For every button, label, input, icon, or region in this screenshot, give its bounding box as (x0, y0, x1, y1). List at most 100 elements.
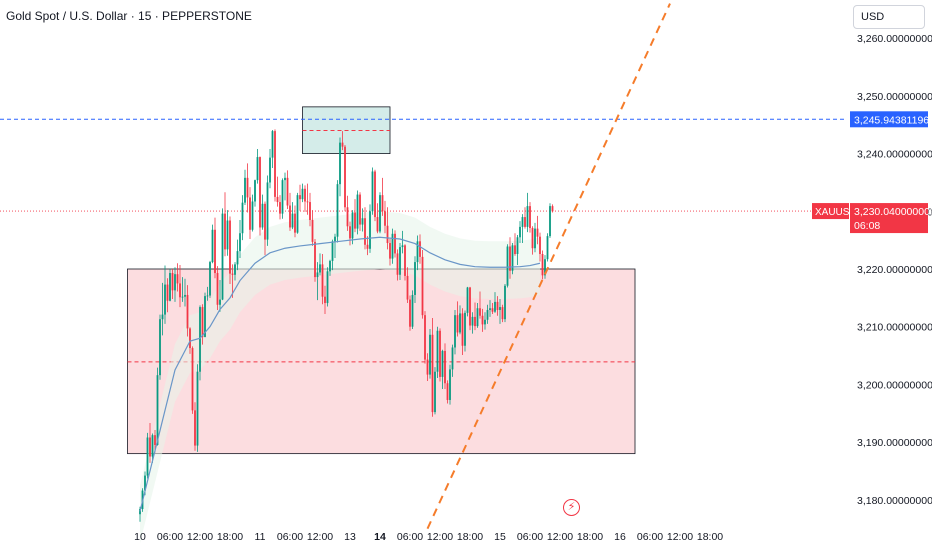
candle-body (491, 308, 494, 312)
candle (484, 312, 486, 330)
candle (204, 292, 206, 338)
candle-body (186, 294, 189, 329)
currency-button[interactable]: USD (853, 5, 925, 29)
candle (196, 364, 199, 452)
chart-title: Gold Spot / U.S. Dollar · 15 · PEPPERSTO… (6, 9, 252, 23)
candle-body (204, 296, 206, 338)
candle-body (384, 211, 386, 226)
candle-body (456, 315, 459, 333)
candle (279, 195, 281, 220)
trendline-layer (426, 3, 671, 530)
candle (159, 314, 161, 380)
x-tick-label: 18:00 (457, 531, 483, 543)
candle-body (256, 157, 259, 181)
candle-body (394, 233, 396, 254)
candle-body (461, 313, 464, 346)
moving-average-layer (139, 236, 541, 512)
candle-body (484, 319, 486, 325)
candle (474, 302, 476, 331)
candle-body (216, 273, 219, 305)
candle (431, 318, 434, 417)
candle (274, 129, 276, 202)
candle (409, 295, 411, 331)
candle (176, 263, 179, 292)
x-tick-label: 06:00 (637, 531, 663, 543)
candle-body (284, 177, 286, 181)
candle (319, 253, 321, 276)
candle-body (276, 196, 279, 203)
candle-body (251, 201, 254, 230)
candle-body (231, 273, 234, 275)
candle-body (341, 142, 344, 147)
candle-body (516, 237, 519, 254)
candle (254, 179, 256, 207)
candle-body (521, 217, 524, 227)
candle (396, 249, 399, 281)
candle (244, 169, 246, 205)
price-axis: 3,180.000000000 3,190.000000000 3,200.0000… (857, 33, 932, 507)
candle-body (396, 253, 399, 275)
candle (404, 244, 406, 281)
candle (361, 208, 364, 232)
y-tick-label: 3,190.000000000 (857, 437, 932, 449)
candle-body (541, 253, 544, 276)
candle-body (376, 217, 379, 232)
candle (426, 353, 429, 381)
candle (256, 148, 259, 184)
candle (441, 349, 444, 390)
candle (486, 304, 489, 324)
candle-body (406, 275, 409, 300)
candle-body (164, 284, 166, 315)
candle (324, 285, 326, 315)
lightning-icon[interactable]: ⚡ (563, 499, 580, 516)
candle (174, 267, 176, 302)
candle-body (151, 435, 154, 457)
candle-body (196, 371, 199, 446)
candle-body (294, 213, 296, 233)
candle (291, 202, 294, 230)
candle-body (544, 259, 546, 276)
candle (496, 296, 499, 316)
candle (336, 180, 339, 243)
candle-body (146, 437, 149, 476)
candle (211, 224, 214, 264)
candle (439, 328, 441, 382)
candle (151, 433, 154, 463)
candle-body (179, 283, 181, 298)
candle-body (161, 314, 164, 320)
candle-body (194, 410, 196, 446)
candle-body (249, 197, 251, 230)
candle (519, 221, 521, 244)
candle (491, 303, 494, 315)
candle-body (446, 383, 449, 400)
candle-body (191, 348, 194, 411)
candle-body (264, 203, 266, 240)
x-tick-label: 12:00 (307, 531, 333, 543)
x-tick-label: 18:00 (217, 531, 243, 543)
candle-body (219, 299, 221, 305)
candle (331, 239, 334, 271)
candle-body (409, 299, 411, 327)
candle (356, 190, 359, 235)
candle-body (426, 359, 429, 375)
candle-body (549, 206, 551, 237)
candle (391, 228, 394, 264)
level-lines-layer (0, 118, 845, 212)
candle (414, 256, 416, 304)
candle-body (279, 202, 281, 214)
x-tick-label: 12:00 (667, 531, 693, 543)
candle-body (174, 274, 176, 291)
x-tick-label: 14 (374, 531, 386, 543)
candle (234, 262, 236, 281)
candle (326, 267, 329, 307)
candle-body (269, 157, 271, 183)
candle-body (474, 316, 476, 327)
candle-body (259, 157, 261, 228)
candle (416, 235, 419, 271)
candle (156, 367, 159, 446)
candle-body (211, 229, 214, 263)
current-price-label-bg (850, 203, 928, 234)
candle (456, 301, 459, 337)
candle-body (436, 330, 439, 372)
